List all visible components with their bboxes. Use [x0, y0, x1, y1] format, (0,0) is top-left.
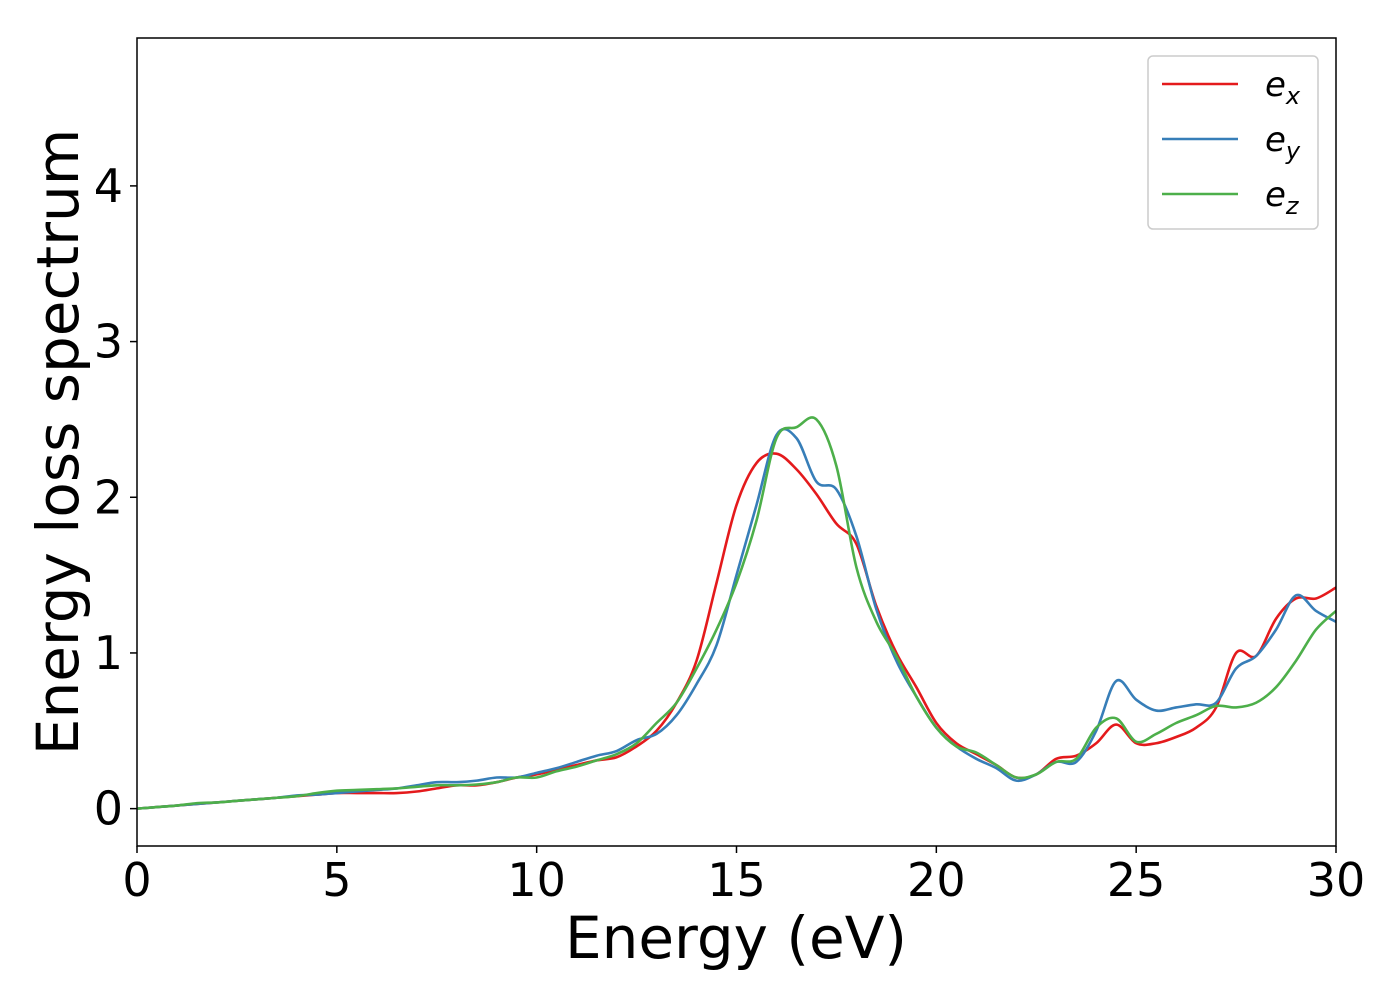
y-axis-label: Energy loss spectrum [24, 129, 92, 755]
legend-label: ex [1265, 65, 1301, 110]
y-tick-label: 4 [94, 159, 123, 213]
x-tick-label: 20 [907, 853, 966, 907]
x-tick-label: 5 [322, 853, 351, 907]
legend-box [1147, 55, 1319, 230]
x-tick-label: 10 [507, 853, 566, 907]
x-tick-label: 15 [707, 853, 766, 907]
legend-label: ey [1265, 120, 1301, 165]
x-tick-label: 30 [1307, 853, 1366, 907]
y-tick-label: 3 [94, 315, 123, 369]
y-tick-label: 0 [94, 782, 123, 836]
y-tick-label: 1 [94, 626, 123, 680]
data-line [137, 427, 1336, 810]
y-tick-label: 2 [94, 470, 123, 524]
data-line [137, 416, 1336, 810]
x-tick-label: 25 [1107, 853, 1166, 907]
x-tick-label: 0 [122, 853, 151, 907]
x-axis-label: Energy (eV) [565, 904, 907, 972]
legend-label: ez [1265, 175, 1300, 220]
plot-frame [136, 37, 1337, 847]
legend: ex ey ez [1147, 55, 1319, 230]
